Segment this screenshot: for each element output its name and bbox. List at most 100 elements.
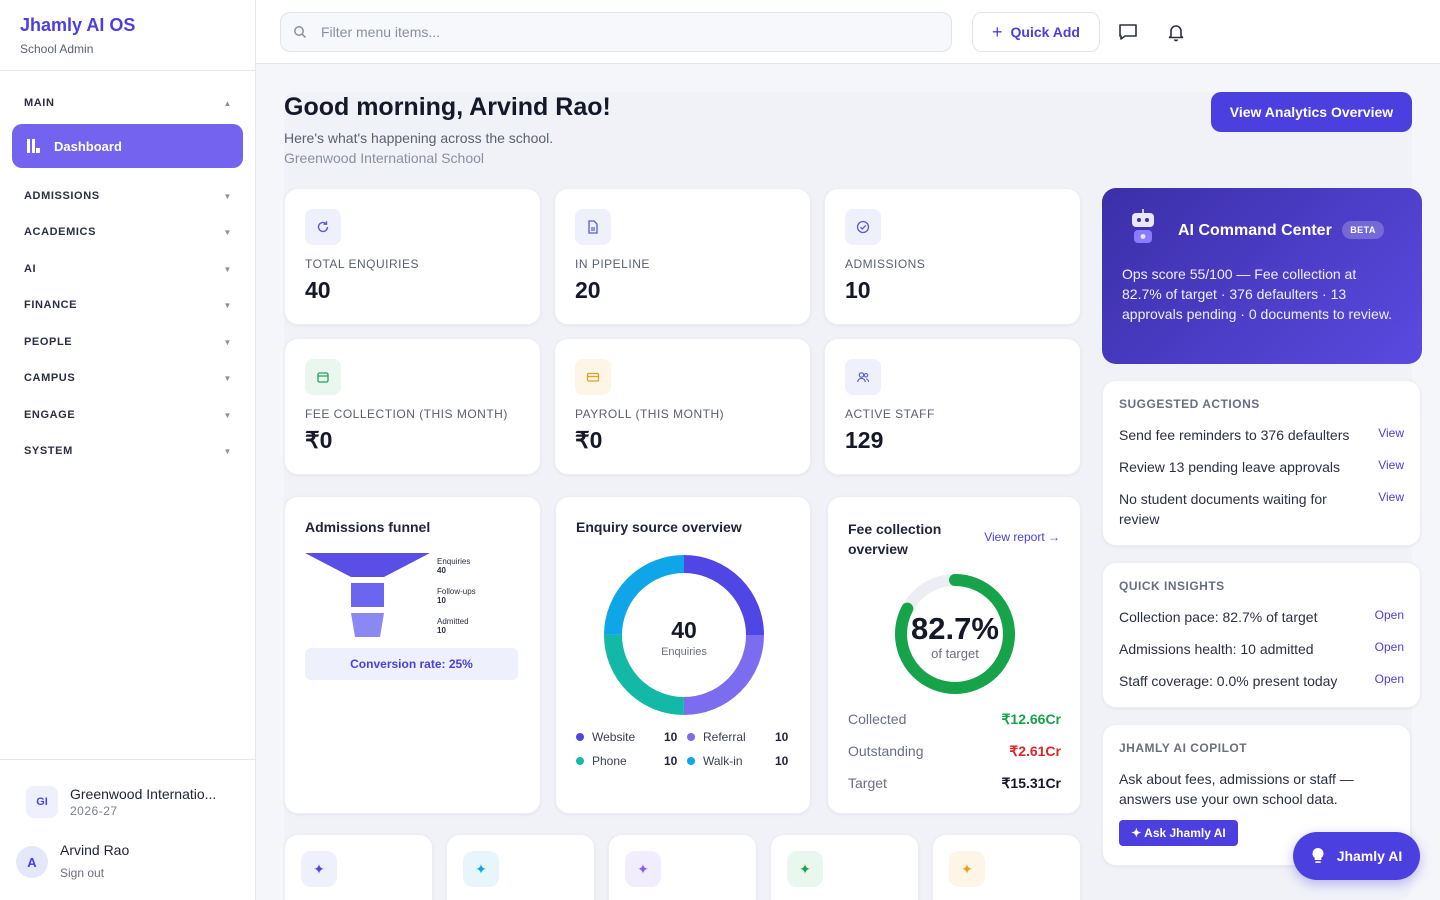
stat-value: 20 bbox=[575, 277, 601, 303]
stat-label: ADMISSIONS bbox=[845, 257, 926, 271]
nav-section-label: MAIN bbox=[24, 97, 55, 109]
message-icon[interactable] bbox=[1116, 20, 1140, 44]
funnel-stage-label: Enquiries bbox=[437, 557, 471, 566]
insight-item: Admissions health: 10 admitted bbox=[1119, 641, 1314, 657]
nav-section-main[interactable]: MAIN ▲ bbox=[24, 97, 232, 109]
mini-card[interactable]: ✦ bbox=[932, 834, 1081, 900]
stat-label: PAYROLL (THIS MONTH) bbox=[575, 407, 725, 421]
quick-add-button[interactable]: + Quick Add bbox=[972, 12, 1100, 52]
open-link[interactable]: Open bbox=[1374, 640, 1404, 654]
legend-website: Website bbox=[576, 730, 635, 744]
search-input[interactable] bbox=[321, 24, 921, 40]
fee-row-label: Target bbox=[848, 775, 887, 791]
legend-dot bbox=[576, 757, 584, 765]
open-link[interactable]: Open bbox=[1374, 608, 1404, 622]
ai-command-title: AI Command Center bbox=[1178, 222, 1332, 239]
nav-section-engage[interactable]: ENGAGE ▼ bbox=[24, 409, 232, 421]
view-link[interactable]: View bbox=[1378, 426, 1404, 440]
ai-command-center-card[interactable]: AI Command Center BETA Ops score 55/100 … bbox=[1102, 188, 1422, 364]
nav-section-label: CAMPUS bbox=[24, 372, 76, 384]
nav-section-label: ADMISSIONS bbox=[24, 190, 100, 202]
view-report-link[interactable]: View report → bbox=[984, 530, 1060, 544]
panel-heading: SUGGESTED ACTIONS bbox=[1119, 397, 1260, 411]
view-link[interactable]: View bbox=[1378, 458, 1404, 472]
donut-segment-phone bbox=[604, 555, 764, 715]
mini-card[interactable]: ✦ bbox=[284, 834, 433, 900]
legend-value: 10 bbox=[664, 730, 678, 744]
sparkle-icon: ✦ bbox=[787, 851, 823, 887]
stat-label: IN PIPELINE bbox=[575, 257, 650, 271]
nav-section-ai[interactable]: AI ▼ bbox=[24, 263, 232, 275]
suggested-action-item: Review 13 pending leave approvals bbox=[1119, 459, 1341, 475]
check-circle-icon bbox=[845, 209, 881, 245]
sign-out-link[interactable]: Sign out bbox=[60, 866, 105, 880]
brand-subtitle: School Admin bbox=[20, 42, 94, 56]
copilot-body: Ask about fees, admissions or staff — an… bbox=[1119, 771, 1354, 807]
nav-section-campus[interactable]: CAMPUS ▼ bbox=[24, 372, 232, 384]
brand: Jhamly AI OS School Admin bbox=[0, 0, 255, 71]
stat-card-total-enquiries[interactable]: TOTAL ENQUIRIES 40 bbox=[284, 188, 541, 325]
search-bar[interactable] bbox=[280, 12, 952, 52]
brand-title[interactable]: Jhamly AI OS bbox=[20, 15, 136, 35]
stat-label: FEE COLLECTION (THIS MONTH) bbox=[305, 407, 508, 421]
funnel-stage-admitted bbox=[351, 613, 384, 637]
chevron-down-icon: ▼ bbox=[223, 373, 232, 383]
funnel-legend-follow-ups: Follow-ups 10 bbox=[437, 587, 476, 605]
card-icon bbox=[575, 359, 611, 395]
nav-section-admissions[interactable]: ADMISSIONS ▼ bbox=[24, 190, 232, 202]
nav-section-label: FINANCE bbox=[24, 299, 78, 311]
funnel-chart bbox=[305, 553, 430, 637]
funnel-stage-value: 10 bbox=[437, 596, 446, 605]
legend-label: Referral bbox=[703, 730, 746, 744]
users-icon bbox=[845, 359, 881, 395]
gauge-fill bbox=[895, 574, 1015, 694]
open-link[interactable]: Open bbox=[1374, 672, 1404, 686]
view-analytics-button[interactable]: View Analytics Overview bbox=[1211, 92, 1412, 132]
admissions-funnel-card: Admissions funnel Enquiries 40 Follow-ups… bbox=[284, 496, 541, 814]
card-title: Enquiry source overview bbox=[576, 519, 742, 535]
stat-card-payroll[interactable]: PAYROLL (THIS MONTH) ₹0 bbox=[554, 338, 811, 475]
copilot-panel: JHAMLY AI COPILOT Ask about fees, admiss… bbox=[1102, 724, 1411, 866]
funnel-legend-enquiries: Enquiries 40 bbox=[437, 557, 470, 575]
school-badge: GI bbox=[26, 786, 58, 818]
panel-heading: QUICK INSIGHTS bbox=[1119, 579, 1225, 593]
search-icon bbox=[293, 25, 307, 39]
nav-section-label: ACADEMICS bbox=[24, 226, 97, 238]
fee-row-value: ₹15.31Cr bbox=[1001, 775, 1062, 791]
ask-jhamly-button[interactable]: ✦ Ask Jhamly AI bbox=[1119, 820, 1238, 846]
view-link[interactable]: View bbox=[1378, 490, 1404, 504]
nav-section-label: PEOPLE bbox=[24, 336, 73, 348]
suggested-actions-panel: SUGGESTED ACTIONS Send fee reminders to … bbox=[1102, 380, 1421, 546]
stat-card-fee-collection[interactable]: FEE COLLECTION (THIS MONTH) ₹0 bbox=[284, 338, 541, 475]
nav-section-people[interactable]: PEOPLE ▼ bbox=[24, 336, 232, 348]
page-subtitle: Here's what's happening across the schoo… bbox=[284, 130, 554, 146]
robot-icon bbox=[1128, 208, 1158, 246]
mini-card[interactable]: ✦ bbox=[770, 834, 919, 900]
donut-segment-website bbox=[604, 555, 764, 715]
suggested-action-item: No student documents waiting for review bbox=[1119, 491, 1327, 527]
panel-heading: JHAMLY AI COPILOT bbox=[1119, 741, 1248, 755]
nav-section-academics[interactable]: ACADEMICS ▼ bbox=[24, 226, 232, 238]
ai-command-body: Ops score 55/100 — Fee collection at 82.… bbox=[1122, 266, 1393, 322]
legend-dot bbox=[687, 757, 695, 765]
stat-card-in-pipeline[interactable]: IN PIPELINE 20 bbox=[554, 188, 811, 325]
sidebar-item-dashboard[interactable]: Dashboard bbox=[12, 124, 243, 168]
legend-dot bbox=[576, 733, 584, 741]
jhamly-ai-fab[interactable]: Jhamly AI bbox=[1293, 832, 1420, 880]
card-title-line: Fee collection bbox=[848, 521, 942, 537]
mini-card[interactable]: ✦ bbox=[446, 834, 595, 900]
bell-icon[interactable] bbox=[1164, 20, 1188, 44]
user-name: Arvind Rao bbox=[60, 842, 130, 858]
nav-section-finance[interactable]: FINANCE ▼ bbox=[24, 299, 232, 311]
nav-section-system[interactable]: SYSTEM ▼ bbox=[24, 445, 232, 457]
nav-section-label: ENGAGE bbox=[24, 409, 76, 421]
school-switcher[interactable]: Greenwood Internatio... bbox=[70, 786, 217, 802]
mini-card[interactable]: ✦ bbox=[608, 834, 757, 900]
insight-item: Collection pace: 82.7% of target bbox=[1119, 609, 1318, 625]
stat-card-active-staff[interactable]: ACTIVE STAFF 129 bbox=[824, 338, 1081, 475]
fee-percent: 82.7% bbox=[911, 611, 999, 646]
fee-row-value: ₹2.61Cr bbox=[1009, 743, 1061, 759]
legend-phone: Phone bbox=[576, 754, 627, 768]
stat-card-admissions[interactable]: ADMISSIONS 10 bbox=[824, 188, 1081, 325]
enquiry-donut-chart bbox=[604, 555, 764, 715]
